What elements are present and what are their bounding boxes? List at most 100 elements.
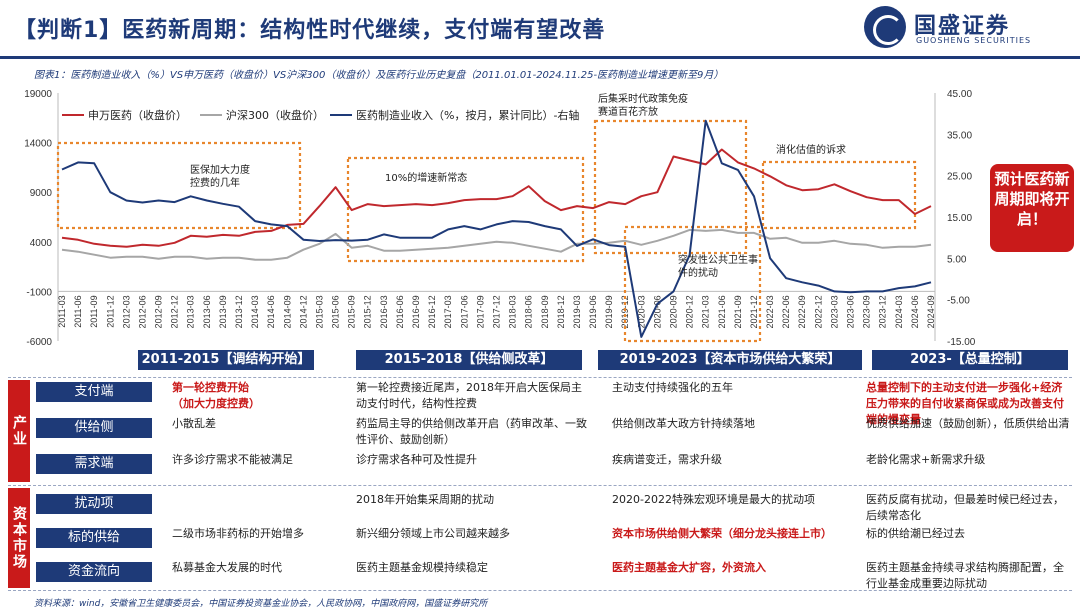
x-tick-label: 2017-12 (492, 295, 502, 328)
x-tick-label: 2022-06 (781, 295, 791, 328)
chart-annotation-line: 后集采时代政策免疫 (598, 92, 688, 105)
slide-title: 【判断1】医药新周期：结构性时代继续，支付端有望改善 (14, 18, 606, 43)
x-tick-label: 2011-09 (89, 295, 99, 327)
table-cell: 主动支付持续强化的五年 (612, 381, 733, 394)
group-label-industry: 产业 (8, 380, 30, 482)
chart-annotation-line: 消化估值的诉求 (776, 143, 846, 156)
table-cell: 第一轮控费接近尾声，2018年开启大医保局主动支付时代，结构性控费 (356, 381, 582, 410)
x-tick-label: 2015-12 (363, 295, 373, 328)
logo-name-cn: 国盛证券 (914, 14, 1011, 39)
series-line-1 (61, 148, 932, 248)
x-tick-label: 2019-03 (572, 295, 582, 328)
y-left-tick-label: -6000 (26, 337, 52, 348)
chart-annotation: 医保加大力度控费的几年 (190, 163, 250, 189)
chart-annotation-line: 件的扰动 (678, 266, 718, 279)
legend-label: 沪深300（收盘价） (226, 108, 324, 122)
y-right-tick-label: 5.00 (947, 254, 967, 265)
annotation-box (593, 119, 748, 255)
table-cell: 2018年开始集采周期的扰动 (356, 493, 494, 506)
chart-caption: 图表1：医药制造业收入（%）VS申万医药（收盘价）VS沪深300（收盘价）及医药… (34, 70, 724, 81)
table-cell: 医药主题基金规模持续稳定 (356, 561, 488, 574)
row-label: 标的供给 (36, 528, 152, 548)
x-tick-label: 2011-06 (73, 295, 83, 327)
header-divider (0, 56, 1080, 59)
row-label: 扰动项 (36, 494, 152, 514)
row-divider (8, 377, 1072, 378)
phase-header-2: 2015-2018【供给侧改革】 (356, 350, 582, 370)
y-left-tick-label: 4000 (30, 238, 53, 249)
x-tick-label: 2020-09 (669, 295, 679, 328)
x-tick-label: 2018-12 (556, 295, 566, 328)
x-tick-label: 2013-03 (186, 295, 196, 328)
x-tick-label: 2024-09 (926, 295, 936, 328)
row-divider (8, 590, 1072, 591)
x-tick-label: 2012-06 (137, 295, 147, 328)
row-label: 支付端 (36, 382, 152, 402)
history-review-table: 2011-2015【调结构开始】 2015-2018【供给侧改革】 2019-2… (0, 348, 1080, 594)
x-tick-label: 2019-09 (604, 295, 614, 328)
chart-annotation-line: 医保加大力度 (190, 163, 250, 176)
x-tick-label: 2011-03 (57, 295, 67, 327)
x-tick-label: 2015-06 (331, 295, 341, 328)
forecast-badge: 预计医药新周期即将开启！ (990, 164, 1074, 252)
chart-annotation: 消化估值的诉求 (776, 143, 846, 156)
x-tick-label: 2020-03 (636, 295, 646, 328)
y-left-tick-label: 14000 (24, 139, 52, 150)
table-cell: 医药反腐有扰动，但最差时候已经过去，后续常态化 (866, 493, 1064, 522)
x-tick-label: 2017-06 (459, 295, 469, 328)
x-tick-label: 2016-03 (379, 295, 389, 328)
x-tick-label: 2022-03 (765, 295, 775, 328)
series-line-2 (61, 228, 932, 261)
series-line-3 (61, 119, 932, 338)
table-cell: 2020-2022特殊宏观环境是最大的扰动项 (612, 493, 815, 506)
x-tick-label: 2016-12 (427, 295, 437, 328)
company-logo: 国盛证券 GUOSHENG SECURITIES (864, 6, 1064, 52)
row-label: 需求端 (36, 454, 152, 474)
x-tick-label: 2014-12 (298, 295, 308, 328)
table-cell: 总量控制下的主动支付进一步强化+经济压力带来的自付收紧商保或成为改善支付端的慢变… (866, 381, 1064, 426)
phase-header-3: 2019-2023【资本市场供给大繁荣】 (598, 350, 862, 370)
table-cell: 药监局主导的供给侧改革开启（药审改革、一致性评价、鼓励创新） (356, 417, 587, 446)
y-right-tick-label: -15.00 (947, 337, 976, 348)
x-tick-label: 2018-03 (508, 295, 518, 328)
x-tick-label: 2017-09 (475, 295, 485, 328)
x-tick-label: 2018-06 (524, 295, 534, 328)
x-tick-label: 2021-12 (749, 295, 759, 328)
x-tick-label: 2024-06 (910, 295, 920, 328)
x-tick-label: 2018-09 (540, 295, 550, 328)
x-tick-label: 2023-06 (846, 295, 856, 328)
x-tick-label: 2021-06 (717, 295, 727, 328)
x-tick-label: 2014-09 (282, 295, 292, 328)
table-cell: 新兴细分领域上市公司越来越多 (356, 527, 510, 540)
x-tick-label: 2014-06 (266, 295, 276, 328)
x-tick-label: 2011-12 (105, 295, 115, 327)
x-tick-label: 2012-03 (121, 295, 131, 328)
y-right-tick-label: -5.00 (947, 296, 970, 307)
y-left-tick-label: -1000 (26, 287, 52, 298)
annotation-box (56, 141, 302, 230)
x-tick-label: 2015-09 (347, 295, 357, 328)
row-label: 供给侧 (36, 418, 152, 438)
x-tick-label: 2012-09 (154, 295, 164, 328)
x-tick-label: 2013-09 (218, 295, 228, 328)
row-divider (8, 485, 1072, 486)
table-cell: 二级市场非药标的开始增多 (172, 527, 304, 540)
x-tick-label: 2021-03 (701, 295, 711, 328)
logo-name-en: GUOSHENG SECURITIES (916, 36, 1032, 45)
x-tick-label: 2014-03 (250, 295, 260, 328)
x-tick-label: 2016-06 (395, 295, 405, 328)
chart-annotation-line: 突发性公共卫生事 (678, 253, 758, 266)
x-tick-label: 2023-09 (862, 295, 872, 328)
x-tick-label: 2019-06 (588, 295, 598, 328)
y-right-tick-label: 15.00 (947, 213, 972, 224)
table-cell: 第一轮控费开始 （加大力度控费） (172, 381, 260, 410)
legend-label: 申万医药（收盘价） (88, 108, 187, 122)
table-cell: 供给侧改革大政方针持续落地 (612, 417, 755, 430)
x-tick-label: 2020-12 (685, 295, 695, 328)
source-note: 资料来源：wind，安徽省卫生健康委员会，中国证券投资基金业协会，人民政协网，中… (34, 599, 488, 607)
phase-header-1: 2011-2015【调结构开始】 (138, 350, 314, 370)
y-right-tick-label: 25.00 (947, 172, 972, 183)
row-label: 资金流向 (36, 562, 152, 582)
x-tick-label: 2013-06 (202, 295, 212, 328)
x-tick-label: 2015-03 (314, 295, 324, 328)
